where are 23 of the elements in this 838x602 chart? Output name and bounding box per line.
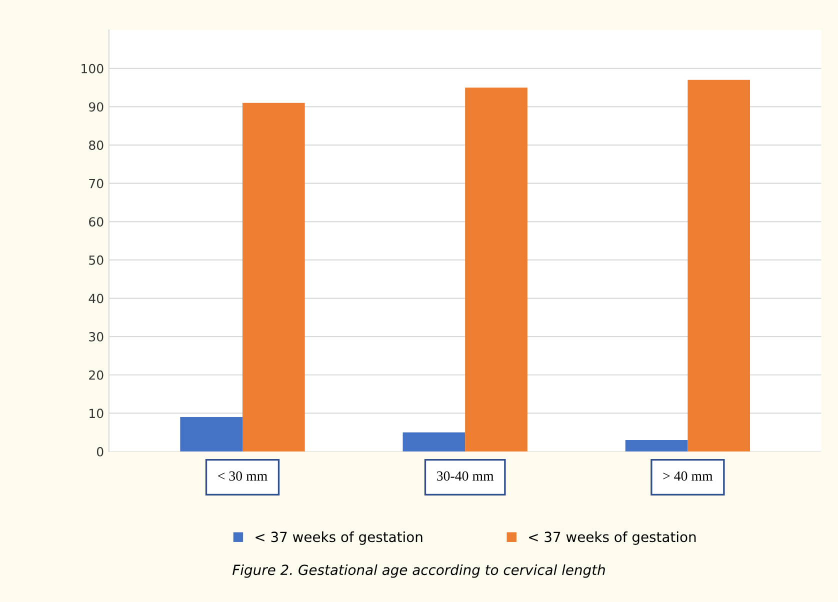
y-tick-label: 90 bbox=[88, 102, 104, 112]
y-tick-label: 70 bbox=[89, 178, 104, 188]
bar bbox=[180, 417, 242, 452]
x-tick-label: > 40 mm bbox=[663, 471, 713, 481]
y-tick-label: 40 bbox=[88, 294, 104, 304]
y-tick-label: 30 bbox=[89, 332, 104, 342]
x-tick-label: < 30 mm bbox=[218, 471, 268, 481]
y-tick-label: 100 bbox=[82, 64, 104, 74]
text: Figure 2. Gestational age according to cervical length bbox=[232, 564, 605, 578]
bar bbox=[625, 440, 688, 452]
bar bbox=[465, 88, 528, 452]
y-tick-label: 60 bbox=[89, 217, 104, 227]
y-tick-label: 0 bbox=[96, 446, 104, 456]
y-tick-label: 20 bbox=[89, 370, 104, 380]
y-tick-label: 10 bbox=[90, 408, 104, 418]
bar bbox=[402, 432, 466, 452]
y-tick-label: 50 bbox=[89, 255, 104, 265]
legend-label: < 37 weeks of gestation bbox=[256, 531, 422, 545]
y-tick-label: 80 bbox=[89, 140, 104, 150]
x-tick-label: 30-40 mm bbox=[437, 471, 494, 481]
bar bbox=[242, 102, 305, 452]
legend-label: < 37 weeks of gestation bbox=[529, 531, 696, 545]
bar bbox=[688, 80, 750, 452]
